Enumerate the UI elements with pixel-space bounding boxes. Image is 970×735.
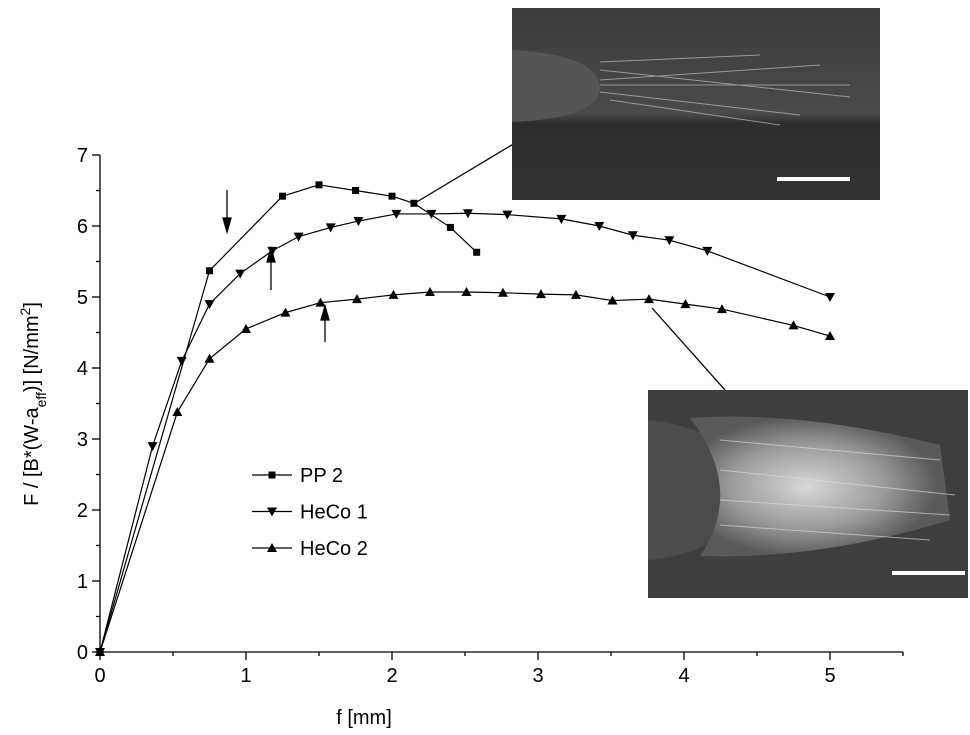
marker xyxy=(426,209,437,219)
inset-image xyxy=(512,8,880,200)
marker xyxy=(388,192,396,200)
marker xyxy=(95,647,105,656)
marker xyxy=(176,356,187,366)
marker xyxy=(410,199,418,207)
marker xyxy=(279,192,286,200)
marker xyxy=(716,304,727,314)
marker xyxy=(147,442,158,452)
marker xyxy=(293,232,304,242)
marker xyxy=(556,214,567,224)
legend-marker xyxy=(268,471,276,479)
marker xyxy=(325,223,336,233)
marker xyxy=(702,246,713,256)
y-tick-label: 4 xyxy=(77,358,88,380)
marker xyxy=(172,407,183,417)
x-tick-label: 5 xyxy=(824,665,835,687)
marker xyxy=(502,210,513,220)
marker xyxy=(473,248,481,256)
marker xyxy=(461,287,472,297)
marker xyxy=(446,223,454,231)
marker xyxy=(204,300,215,310)
marker xyxy=(267,246,278,256)
marker xyxy=(351,294,362,304)
y-tick-label: 1 xyxy=(77,571,88,593)
inset-image xyxy=(648,390,968,598)
marker xyxy=(825,331,835,341)
marker xyxy=(497,287,508,297)
annotations xyxy=(222,139,726,391)
marker xyxy=(825,293,835,302)
marker xyxy=(788,320,799,330)
x-tick-label: 3 xyxy=(532,665,543,687)
marker xyxy=(535,289,546,299)
marker xyxy=(391,209,402,219)
x-axis-label: f [mm] xyxy=(336,707,392,729)
marker xyxy=(353,217,364,227)
y-tick-label: 0 xyxy=(77,642,88,664)
marker xyxy=(206,267,213,275)
y-tick-label: 3 xyxy=(77,429,88,451)
marker xyxy=(204,353,215,363)
marker xyxy=(235,269,246,279)
y-tick-label: 2 xyxy=(77,500,88,522)
marker xyxy=(680,299,691,309)
marker xyxy=(315,297,326,307)
legend-marker xyxy=(267,543,277,552)
marker xyxy=(607,295,618,305)
marker xyxy=(594,222,605,231)
marker xyxy=(315,181,323,189)
y-tick-label: 6 xyxy=(77,216,88,238)
marker xyxy=(241,323,251,333)
marker xyxy=(664,236,675,246)
marker xyxy=(352,187,359,194)
y-tick-label: 7 xyxy=(77,145,88,167)
x-tick-label: 0 xyxy=(94,665,105,687)
marker xyxy=(424,287,435,297)
marker xyxy=(388,289,399,299)
marker xyxy=(643,294,654,304)
marker xyxy=(627,231,638,241)
x-tick-label: 2 xyxy=(386,665,397,687)
x-tick-label: 1 xyxy=(240,665,251,687)
marker xyxy=(462,209,473,219)
legend-label: PP 2 xyxy=(300,465,343,487)
y-tick-label: 5 xyxy=(77,287,88,309)
series-line xyxy=(99,184,478,653)
y-axis-label: F / [B*(W-aeff)] [N/mm2] xyxy=(17,302,49,506)
marker xyxy=(570,289,581,299)
marker xyxy=(280,307,291,317)
legend-label: HeCo 1 xyxy=(300,502,368,524)
x-tick-label: 4 xyxy=(678,665,689,687)
legend-label: HeCo 2 xyxy=(300,538,368,560)
legend-marker xyxy=(267,507,277,517)
